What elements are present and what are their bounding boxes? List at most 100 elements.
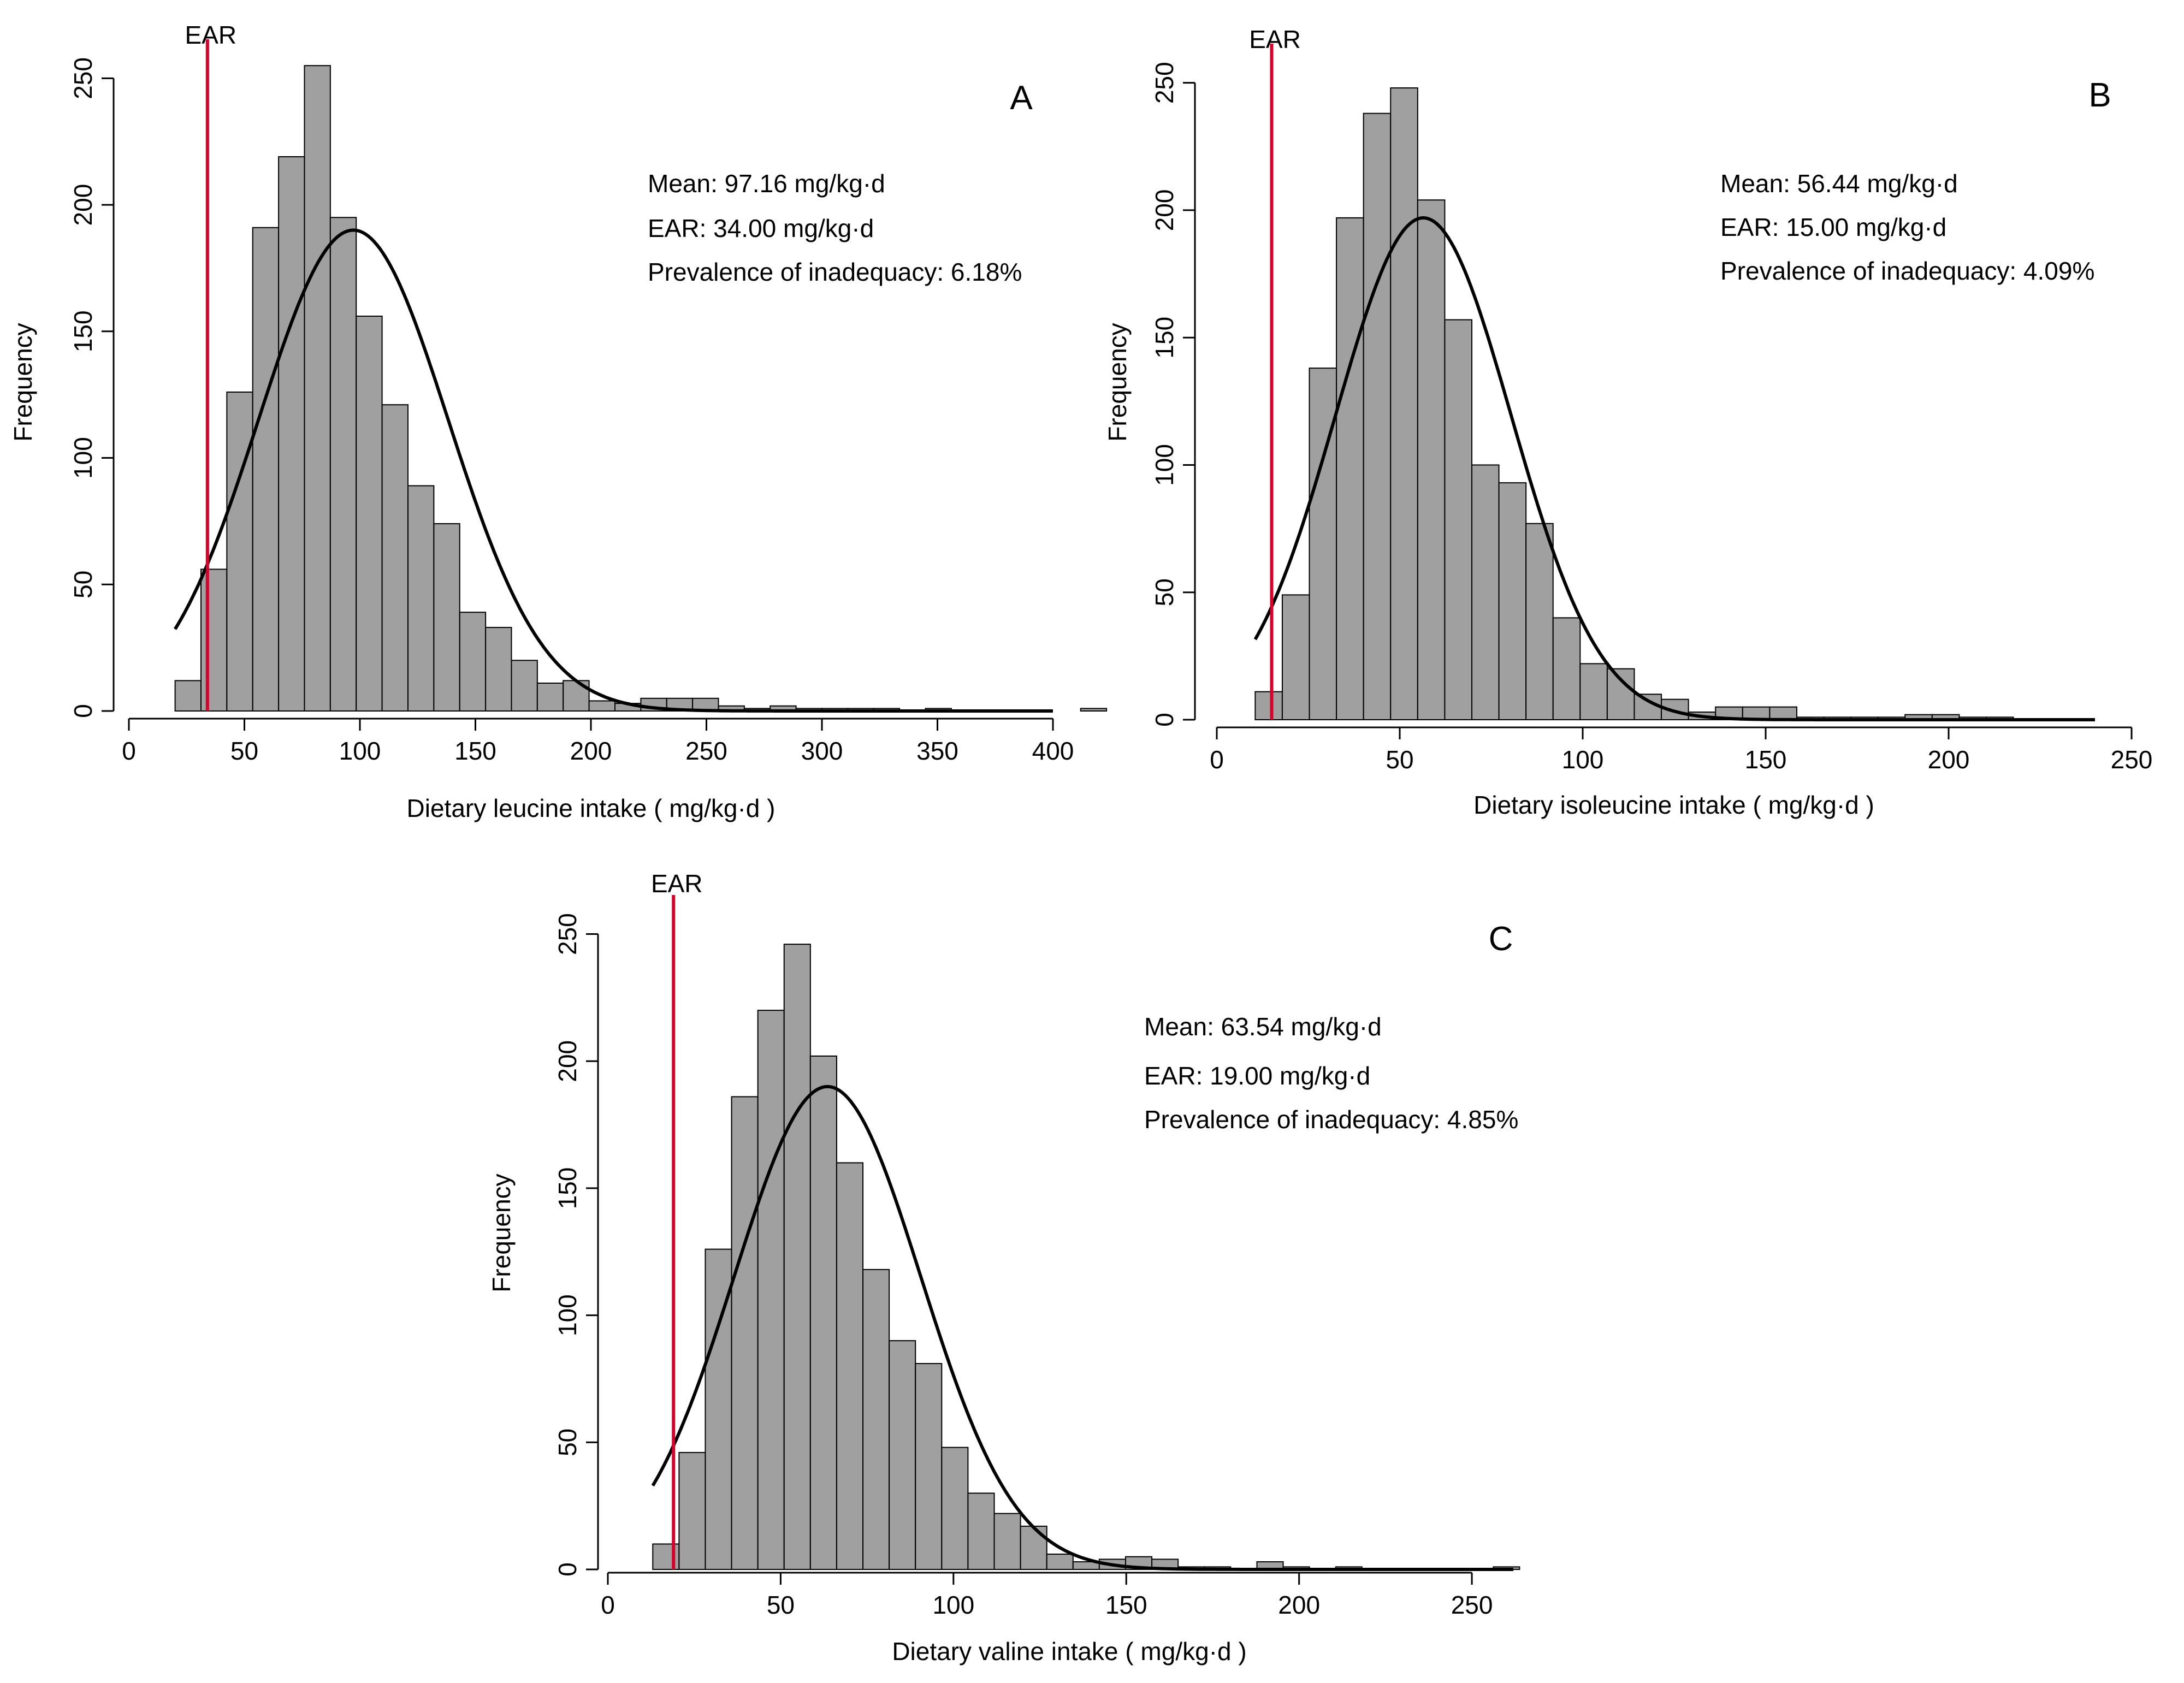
y-tick-label: 250: [553, 913, 582, 955]
panel-label: C: [1489, 920, 1513, 958]
x-tick-label: 150: [1105, 1591, 1147, 1619]
histogram-bar: [915, 1363, 943, 1571]
histogram-bar: [1046, 1554, 1074, 1570]
histogram-bar: [433, 523, 460, 712]
histogram-bar: [993, 1513, 1021, 1571]
stat-annotation: Prevalence of inadequacy: 4.85%: [1144, 1105, 1518, 1134]
histogram-bar: [252, 227, 280, 712]
y-tick-label: 100: [69, 437, 97, 479]
x-tick-label: 100: [339, 737, 381, 765]
stat-annotation: EAR: 19.00 mg/kg·d: [1144, 1062, 1370, 1090]
histogram-bar: [809, 1055, 837, 1570]
panel-b: EAR 0 50 100 150 200 250 Dietary isoleucine int…: [1103, 25, 2152, 819]
y-tick-label: 200: [553, 1040, 582, 1082]
histogram-bar: [1633, 694, 1662, 721]
histogram-bar: [836, 1162, 864, 1570]
histogram-bar: [1769, 706, 1797, 721]
y-tick-label: 150: [69, 310, 97, 352]
histogram-bar: [941, 1447, 969, 1571]
y-tick-label: 200: [1150, 189, 1179, 232]
y-axis-label: Frequency: [9, 323, 37, 441]
y-tick-label: 100: [553, 1294, 582, 1336]
histogram-bar: [862, 1269, 890, 1571]
histogram-bar: [1390, 87, 1418, 720]
panel-c: EAR 0 50 100 150 200 250 Dietary valine intake …: [487, 869, 1520, 1666]
stat-annotation: EAR: 34.00 mg/kg·d: [648, 214, 874, 242]
histogram-bar: [356, 316, 383, 712]
x-tick-label: 0: [122, 737, 136, 765]
histogram-bar: [226, 392, 253, 712]
histogram-bar: [967, 1492, 995, 1570]
panel-a: EAR 0 50 100 150 200 250 300 350 400 Dietary leuci…: [9, 21, 1108, 822]
x-tick-label: 0: [601, 1591, 615, 1619]
y-tick-label: 250: [1150, 62, 1179, 104]
stat-annotation: Mean: 63.54 mg/kg·d: [1144, 1012, 1382, 1041]
histogram-bar: [485, 627, 512, 712]
histogram-bar: [1444, 319, 1472, 720]
x-tick-label: 200: [1928, 745, 1970, 774]
y-tick-label: 50: [69, 571, 97, 598]
x-tick-label: 250: [685, 737, 727, 765]
panel-label: A: [1010, 79, 1033, 117]
x-tick-label: 100: [932, 1591, 974, 1619]
histogram-bar: [511, 660, 538, 712]
histogram-bar: [1552, 617, 1581, 721]
y-tick-label: 0: [553, 1562, 582, 1577]
histogram-bar: [1498, 482, 1527, 720]
x-tick-label: 100: [1562, 745, 1604, 774]
y-tick-label: 50: [1150, 578, 1179, 606]
x-tick-label: 50: [230, 737, 258, 765]
histogram-bar: [200, 568, 228, 712]
x-tick-label: 50: [767, 1591, 795, 1619]
histogram-bar: [731, 1096, 759, 1570]
histogram-bar: [588, 700, 615, 712]
x-axis-label: Dietary isoleucine intake ( mg/kg·d ): [1473, 791, 1874, 819]
stat-annotation: Prevalence of inadequacy: 4.09%: [1720, 257, 2094, 285]
x-tick-label: 0: [1210, 745, 1224, 774]
stat-annotation: EAR: 15.00 mg/kg·d: [1720, 213, 1946, 241]
histogram-bar: [536, 683, 564, 712]
x-axis-label: Dietary valine intake ( mg/kg·d ): [892, 1637, 1246, 1666]
y-axis-label: Frequency: [487, 1174, 516, 1292]
histogram-bar: [304, 65, 331, 712]
x-tick-label: 150: [454, 737, 496, 765]
histogram-bar: [278, 156, 305, 712]
histogram-bar: [678, 1451, 706, 1571]
x-tick-label: 250: [1451, 1591, 1493, 1619]
histogram-bar: [889, 1340, 916, 1570]
y-tick-label: 200: [69, 184, 97, 226]
histogram-bar: [1254, 691, 1283, 721]
histogram-bar: [757, 1010, 785, 1570]
x-tick-label: 200: [1278, 1591, 1320, 1619]
histogram-bar: [1363, 112, 1392, 721]
histogram-bar: [783, 944, 811, 1570]
x-tick-label: 200: [570, 737, 612, 765]
histogram-bars: [652, 944, 1520, 1571]
normal-curve: [1253, 216, 2095, 721]
x-tick-label: 350: [916, 737, 958, 765]
histogram-bar: [1525, 523, 1554, 720]
histogram-bar: [1579, 663, 1608, 721]
y-axis-label: Frequency: [1103, 323, 1132, 441]
x-tick-label: 50: [1386, 745, 1413, 774]
histogram-bar: [1471, 464, 1500, 720]
x-tick-label: 300: [801, 737, 843, 765]
histogram-bar: [407, 485, 435, 712]
normal-curve: [174, 228, 1053, 713]
ear-label: EAR: [185, 21, 237, 49]
histogram-bar: [1417, 199, 1446, 720]
histogram-bar: [1606, 668, 1635, 720]
histogram-bars: [1254, 87, 2014, 721]
histogram-bar: [381, 404, 409, 712]
histogram-bar: [174, 680, 202, 712]
histogram-bar: [329, 217, 357, 712]
panel-label: B: [2088, 76, 2111, 114]
x-tick-label: 250: [2111, 745, 2153, 774]
x-tick-label: 400: [1032, 737, 1074, 765]
histogram-bar: [1080, 708, 1108, 712]
stat-annotation: Mean: 56.44 mg/kg·d: [1720, 169, 1958, 198]
y-tick-label: 100: [1150, 444, 1179, 486]
y-tick-label: 50: [553, 1429, 582, 1456]
ear-label: EAR: [1249, 25, 1301, 54]
x-axis-label: Dietary leucine intake ( mg/kg·d ): [407, 794, 776, 822]
